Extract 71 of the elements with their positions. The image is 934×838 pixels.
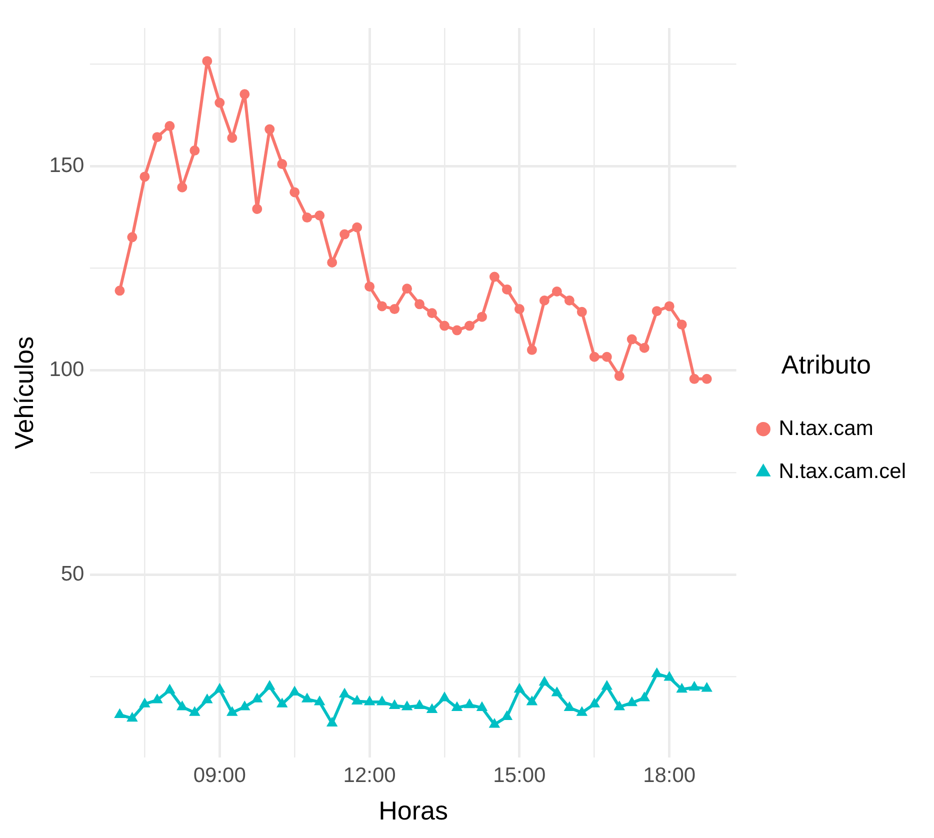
point <box>164 121 175 132</box>
x-tick-label: 15:00 <box>493 764 546 787</box>
point <box>327 257 338 268</box>
point <box>576 306 587 317</box>
point <box>414 299 425 310</box>
point <box>178 702 187 710</box>
y-tick-label: 50 <box>60 562 84 586</box>
x-tick-label: 18:00 <box>643 764 696 787</box>
legend-label: N.tax.cam <box>778 416 874 440</box>
point <box>552 286 562 296</box>
point <box>702 374 712 384</box>
point <box>277 159 288 170</box>
point <box>114 286 125 296</box>
point <box>514 304 524 314</box>
point <box>177 182 188 192</box>
point <box>302 212 312 223</box>
point <box>340 229 350 240</box>
point <box>676 320 687 330</box>
point <box>689 374 700 384</box>
point <box>252 204 262 214</box>
point <box>390 304 400 314</box>
point <box>364 282 375 292</box>
point <box>640 692 649 702</box>
point <box>240 702 250 710</box>
y-tick-label: 150 <box>49 154 84 177</box>
point <box>639 342 650 353</box>
point <box>227 132 238 143</box>
point <box>626 334 637 344</box>
point <box>464 320 474 331</box>
point <box>477 702 487 712</box>
point <box>614 371 624 382</box>
point <box>140 172 150 182</box>
point <box>402 284 412 294</box>
legend-title: Atributo <box>781 350 871 380</box>
point <box>564 295 574 306</box>
point <box>652 306 662 316</box>
legend-label: N.tax.cam.cel <box>778 460 906 483</box>
point <box>402 702 412 710</box>
point <box>414 700 424 709</box>
point <box>427 308 438 318</box>
point <box>152 132 162 142</box>
point <box>664 301 674 312</box>
point <box>452 325 462 336</box>
point <box>214 98 225 108</box>
point <box>502 284 512 294</box>
point <box>314 210 325 221</box>
x-axis-title: Horas <box>378 796 448 826</box>
point <box>352 222 362 232</box>
point <box>440 320 450 331</box>
point <box>440 692 450 702</box>
y-axis-title: Vehículos <box>8 336 39 450</box>
x-tick-label: 12:00 <box>343 764 396 787</box>
y-tick-label: 100 <box>49 358 84 382</box>
point <box>290 187 300 198</box>
point <box>240 89 250 100</box>
point <box>452 702 462 712</box>
point <box>589 352 600 362</box>
point <box>464 700 474 708</box>
point <box>264 124 275 134</box>
point <box>526 344 537 355</box>
point <box>539 295 550 306</box>
point <box>489 272 500 282</box>
point <box>427 704 437 714</box>
point <box>614 702 624 710</box>
point <box>202 56 212 66</box>
point <box>190 146 200 156</box>
point <box>476 312 487 322</box>
point <box>377 301 388 312</box>
x-tick-label: 09:00 <box>193 764 246 787</box>
point <box>602 352 612 362</box>
point <box>127 232 138 242</box>
